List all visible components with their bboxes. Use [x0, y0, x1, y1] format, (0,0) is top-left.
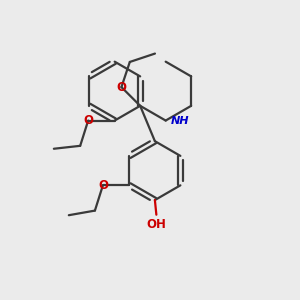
- Text: O: O: [116, 81, 126, 94]
- Text: O: O: [98, 179, 108, 192]
- Text: OH: OH: [146, 218, 166, 231]
- Text: O: O: [83, 114, 93, 127]
- Text: NH: NH: [171, 116, 190, 126]
